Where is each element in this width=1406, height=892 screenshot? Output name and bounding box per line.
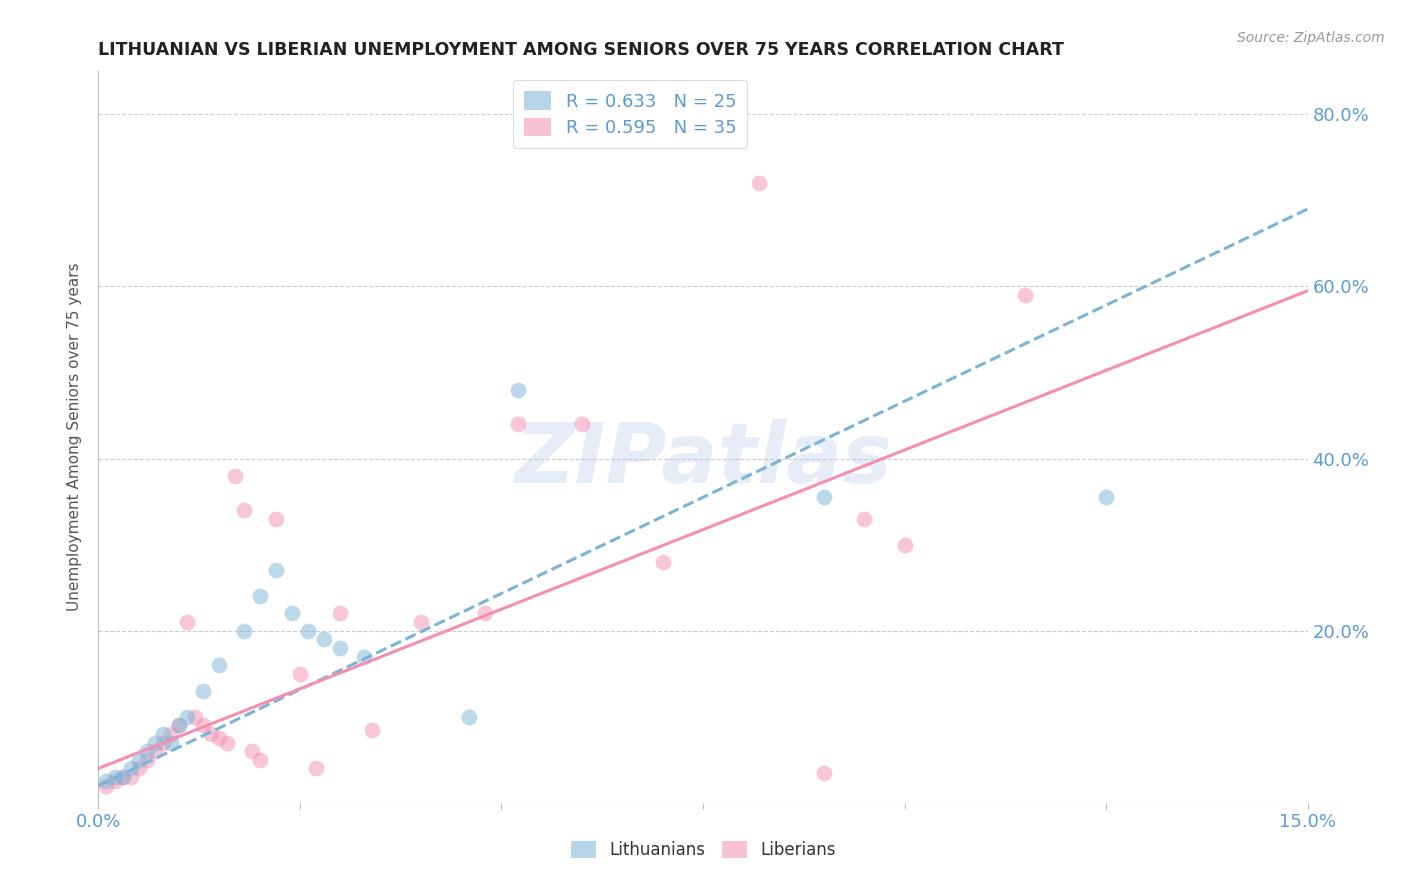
Point <box>458 710 481 724</box>
Point <box>167 718 190 732</box>
Point <box>135 753 157 767</box>
Point <box>249 753 271 767</box>
Point <box>111 770 134 784</box>
Point <box>143 744 166 758</box>
Point <box>297 624 319 638</box>
Text: Source: ZipAtlas.com: Source: ZipAtlas.com <box>1237 31 1385 45</box>
Point <box>329 640 352 655</box>
Point <box>208 731 231 746</box>
Point <box>264 512 287 526</box>
Point <box>314 632 336 647</box>
Point <box>853 512 876 526</box>
Point <box>474 607 496 621</box>
Point <box>143 735 166 749</box>
Point <box>361 723 384 737</box>
Point <box>160 727 183 741</box>
Point <box>193 684 215 698</box>
Point <box>128 761 150 775</box>
Y-axis label: Unemployment Among Seniors over 75 years: Unemployment Among Seniors over 75 years <box>67 263 83 611</box>
Point <box>135 744 157 758</box>
Point <box>176 615 198 629</box>
Point <box>208 658 231 673</box>
Text: ZIPatlas: ZIPatlas <box>515 418 891 500</box>
Point <box>224 468 246 483</box>
Point <box>111 770 134 784</box>
Point <box>281 607 304 621</box>
Point <box>249 589 271 603</box>
Point <box>128 753 150 767</box>
Point <box>103 770 125 784</box>
Point <box>200 727 222 741</box>
Point <box>184 710 207 724</box>
Point <box>96 779 118 793</box>
Point <box>232 624 254 638</box>
Point <box>813 765 835 780</box>
Point <box>160 735 183 749</box>
Point <box>264 564 287 578</box>
Point <box>193 718 215 732</box>
Point <box>176 710 198 724</box>
Legend: Lithuanians, Liberians: Lithuanians, Liberians <box>562 833 844 868</box>
Point <box>288 666 311 681</box>
Point <box>152 727 174 741</box>
Point <box>305 761 328 775</box>
Point <box>103 774 125 789</box>
Point <box>1095 491 1118 505</box>
Point <box>813 491 835 505</box>
Point <box>893 538 915 552</box>
Point <box>571 417 593 432</box>
Text: LITHUANIAN VS LIBERIAN UNEMPLOYMENT AMONG SENIORS OVER 75 YEARS CORRELATION CHAR: LITHUANIAN VS LIBERIAN UNEMPLOYMENT AMON… <box>98 41 1064 59</box>
Point <box>506 383 529 397</box>
Point <box>120 761 142 775</box>
Point <box>748 176 770 190</box>
Point <box>120 770 142 784</box>
Point <box>353 649 375 664</box>
Point <box>506 417 529 432</box>
Point <box>1014 288 1036 302</box>
Point <box>217 735 239 749</box>
Point <box>167 718 190 732</box>
Point <box>329 607 352 621</box>
Point <box>651 555 673 569</box>
Point <box>232 503 254 517</box>
Point <box>240 744 263 758</box>
Point <box>152 735 174 749</box>
Point <box>409 615 432 629</box>
Point <box>96 774 118 789</box>
